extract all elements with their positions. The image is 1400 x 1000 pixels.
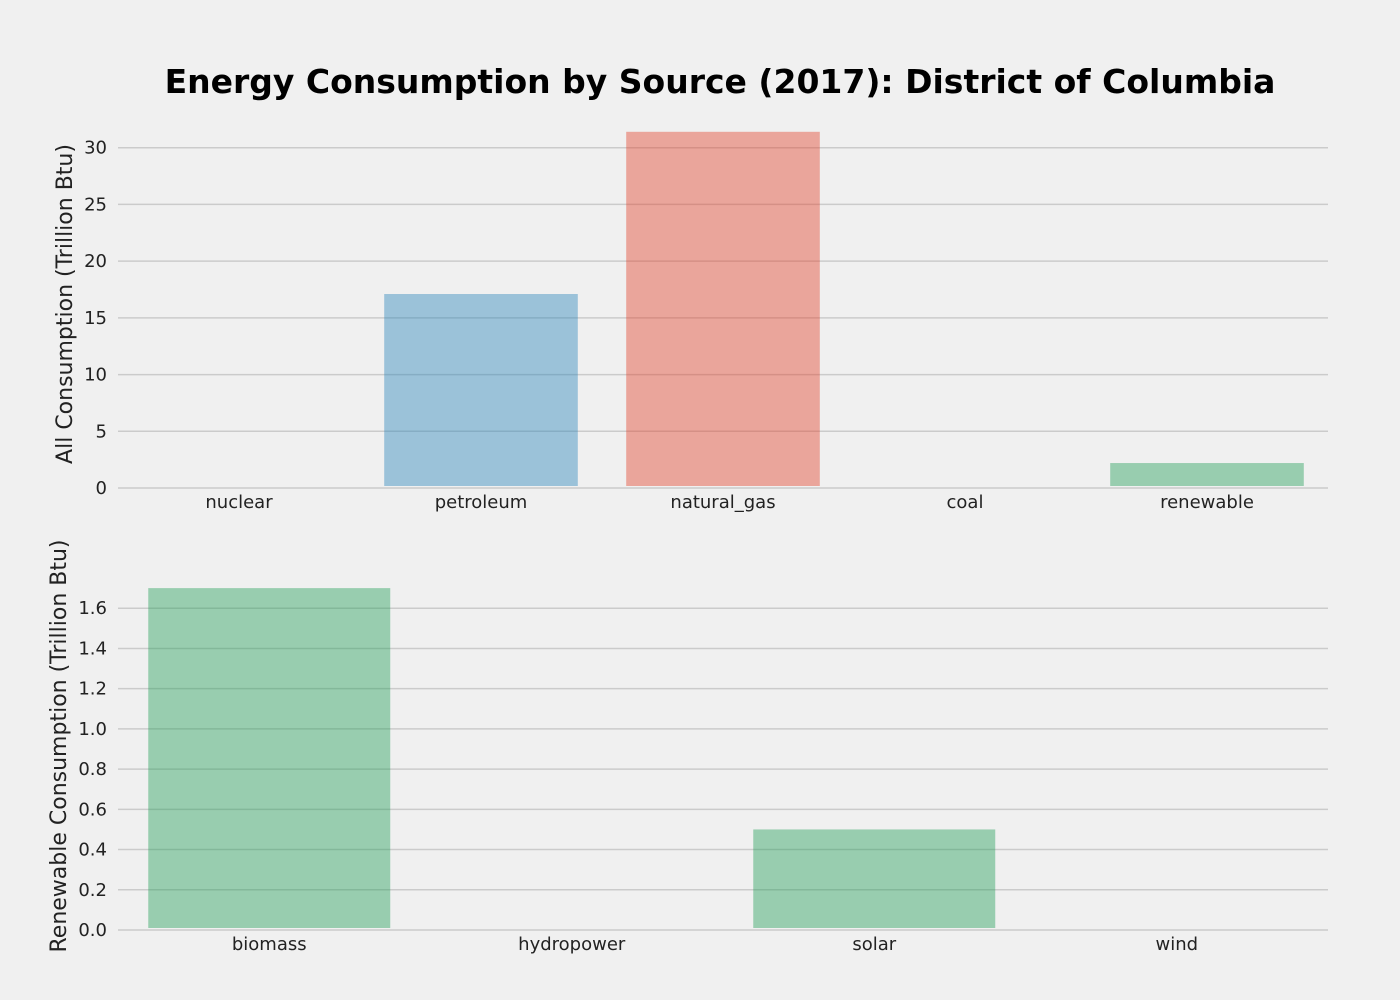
y-tick-label: 1.0 <box>78 719 107 740</box>
y-tick-label: 30 <box>84 138 107 159</box>
x-tick-label-biomass: biomass <box>232 934 307 955</box>
bar-solar <box>753 829 996 928</box>
y-tick-label: 5 <box>96 421 107 442</box>
y-tick-label: 25 <box>84 194 107 215</box>
bar-natural-gas <box>626 131 820 486</box>
bar-biomass <box>148 588 391 928</box>
y-tick-label: 0 <box>96 478 107 499</box>
x-tick-label-solar: solar <box>852 934 896 955</box>
y-axis-label-all-consumption: All Consumption (Trillion Btu) <box>53 144 78 464</box>
y-tick-label: 1.4 <box>78 638 107 659</box>
y-tick-label: 0.2 <box>78 880 107 901</box>
y-tick-label: 10 <box>84 365 107 386</box>
x-tick-label-petroleum: petroleum <box>435 492 528 513</box>
x-tick-label-nuclear: nuclear <box>205 492 273 513</box>
x-tick-label-coal: coal <box>947 492 984 513</box>
x-tick-label-natural-gas: natural_gas <box>670 492 775 513</box>
y-tick-label: 1.2 <box>78 679 107 700</box>
chart-title: Energy Consumption by Source (2017): Dis… <box>165 62 1276 101</box>
y-tick-label: 20 <box>84 251 107 272</box>
y-tick-label: 0.8 <box>78 759 107 780</box>
x-tick-label-wind: wind <box>1155 934 1198 955</box>
all-consumption-panel: All Consumption (Trillion Btu) 0 5 10 15 20 2… <box>53 131 1328 513</box>
bar-petroleum <box>384 294 578 486</box>
y-tick-label: 0.4 <box>78 840 107 861</box>
x-tick-label-renewable: renewable <box>1160 492 1254 513</box>
y-tick-label: 0.6 <box>78 799 107 820</box>
x-tick-label-hydropower: hydropower <box>518 934 626 955</box>
y-tick-label: 0.0 <box>78 920 107 941</box>
y-tick-label: 15 <box>84 308 107 329</box>
y-tick-label: 1.6 <box>78 598 107 619</box>
y-axis-label-renewable-consumption: Renewable Consumption (Trillion Btu) <box>47 539 72 952</box>
renewable-consumption-panel: Renewable Consumption (Trillion Btu) 0.0… <box>47 539 1328 955</box>
bar-renewable <box>1110 463 1304 486</box>
